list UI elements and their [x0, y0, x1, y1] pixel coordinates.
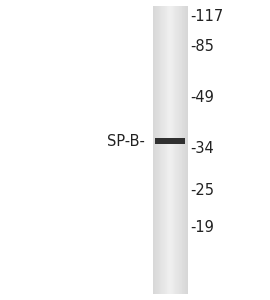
Text: -85: -85 — [190, 39, 214, 54]
Bar — [156, 6, 157, 294]
Bar — [157, 6, 158, 294]
Bar — [164, 6, 165, 294]
Bar — [177, 6, 178, 294]
Text: -19: -19 — [190, 220, 214, 236]
Bar — [165, 6, 166, 294]
Bar — [172, 6, 173, 294]
Bar — [166, 6, 167, 294]
Bar — [171, 6, 172, 294]
Bar — [155, 6, 156, 294]
Bar — [155, 138, 185, 144]
Bar — [180, 6, 181, 294]
Bar — [160, 6, 161, 294]
Text: -34: -34 — [190, 141, 214, 156]
Bar — [187, 6, 188, 294]
Bar — [167, 6, 168, 294]
Bar — [154, 6, 155, 294]
Bar — [173, 6, 174, 294]
Bar — [186, 6, 187, 294]
Bar — [179, 6, 180, 294]
Bar — [153, 6, 154, 294]
Bar — [158, 6, 159, 294]
Bar — [185, 6, 186, 294]
Bar — [183, 6, 184, 294]
Bar — [169, 6, 170, 294]
Bar — [163, 6, 164, 294]
Bar — [176, 6, 177, 294]
Bar — [159, 6, 160, 294]
Bar — [161, 6, 162, 294]
Bar — [181, 6, 183, 294]
Bar — [162, 6, 163, 294]
Text: -49: -49 — [190, 90, 214, 105]
Text: -117: -117 — [190, 9, 224, 24]
Bar — [174, 6, 176, 294]
Bar — [168, 6, 169, 294]
Text: -25: -25 — [190, 183, 214, 198]
Bar — [184, 6, 185, 294]
Bar — [178, 6, 179, 294]
Bar — [170, 6, 171, 294]
Text: SP-B-: SP-B- — [107, 134, 144, 148]
